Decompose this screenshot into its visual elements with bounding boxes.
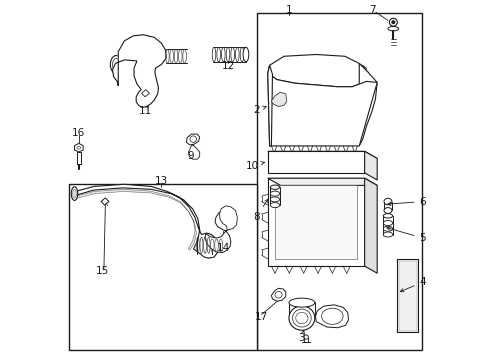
Text: 10: 10	[245, 161, 264, 171]
Polygon shape	[75, 189, 196, 250]
Ellipse shape	[304, 335, 308, 339]
Polygon shape	[188, 145, 199, 159]
Text: 6: 6	[387, 197, 425, 207]
Text: 14: 14	[216, 243, 229, 253]
Polygon shape	[271, 92, 286, 107]
Text: 3: 3	[298, 330, 305, 343]
Ellipse shape	[240, 47, 244, 62]
Ellipse shape	[226, 47, 229, 62]
Ellipse shape	[391, 21, 394, 24]
Ellipse shape	[270, 191, 279, 196]
Ellipse shape	[383, 221, 392, 226]
Text: 9: 9	[187, 150, 194, 161]
Ellipse shape	[270, 197, 279, 202]
Text: 13: 13	[154, 176, 167, 186]
Ellipse shape	[230, 47, 234, 62]
Polygon shape	[101, 198, 109, 205]
Ellipse shape	[73, 189, 76, 198]
Polygon shape	[74, 143, 83, 152]
Ellipse shape	[221, 47, 224, 62]
Ellipse shape	[321, 308, 343, 324]
Ellipse shape	[274, 292, 282, 298]
Ellipse shape	[270, 185, 279, 189]
Ellipse shape	[212, 47, 215, 62]
Ellipse shape	[292, 309, 310, 327]
Polygon shape	[112, 35, 166, 108]
Ellipse shape	[77, 146, 81, 149]
Ellipse shape	[235, 47, 239, 62]
Polygon shape	[72, 184, 218, 258]
Text: 12: 12	[221, 61, 235, 71]
Bar	[257, 13, 421, 350]
Text: 8: 8	[252, 199, 268, 221]
Polygon shape	[271, 288, 285, 301]
Bar	[77, 152, 81, 164]
Ellipse shape	[383, 198, 391, 205]
Ellipse shape	[217, 47, 220, 62]
Polygon shape	[267, 54, 367, 87]
Polygon shape	[274, 185, 357, 259]
Text: 15: 15	[96, 266, 109, 276]
Ellipse shape	[383, 232, 392, 237]
Ellipse shape	[383, 226, 392, 231]
Text: 2: 2	[252, 105, 265, 115]
Text: 7: 7	[369, 5, 375, 15]
Polygon shape	[267, 65, 272, 146]
Polygon shape	[186, 134, 199, 145]
Polygon shape	[267, 73, 376, 146]
Ellipse shape	[383, 208, 391, 213]
Bar	[398, 261, 416, 330]
Ellipse shape	[388, 18, 396, 26]
Polygon shape	[219, 206, 237, 230]
Ellipse shape	[71, 187, 78, 201]
Ellipse shape	[383, 214, 392, 218]
Polygon shape	[267, 151, 364, 173]
Text: 11: 11	[139, 106, 152, 116]
Ellipse shape	[288, 306, 314, 330]
Text: 4: 4	[400, 277, 425, 292]
Text: 16: 16	[72, 128, 85, 138]
Bar	[396, 259, 418, 332]
Polygon shape	[315, 305, 348, 328]
Ellipse shape	[270, 203, 279, 208]
Ellipse shape	[387, 27, 398, 31]
Ellipse shape	[190, 136, 196, 142]
Ellipse shape	[295, 312, 307, 324]
Polygon shape	[364, 178, 376, 273]
Bar	[69, 184, 257, 350]
Polygon shape	[359, 63, 376, 146]
Polygon shape	[142, 90, 149, 97]
Text: 1: 1	[285, 5, 292, 15]
Polygon shape	[267, 178, 364, 266]
Ellipse shape	[243, 47, 248, 62]
Polygon shape	[267, 178, 376, 185]
Ellipse shape	[288, 298, 314, 307]
Polygon shape	[364, 151, 376, 180]
Polygon shape	[267, 151, 376, 158]
Text: 17: 17	[255, 312, 268, 322]
Text: 5: 5	[386, 227, 425, 243]
Polygon shape	[204, 211, 235, 252]
